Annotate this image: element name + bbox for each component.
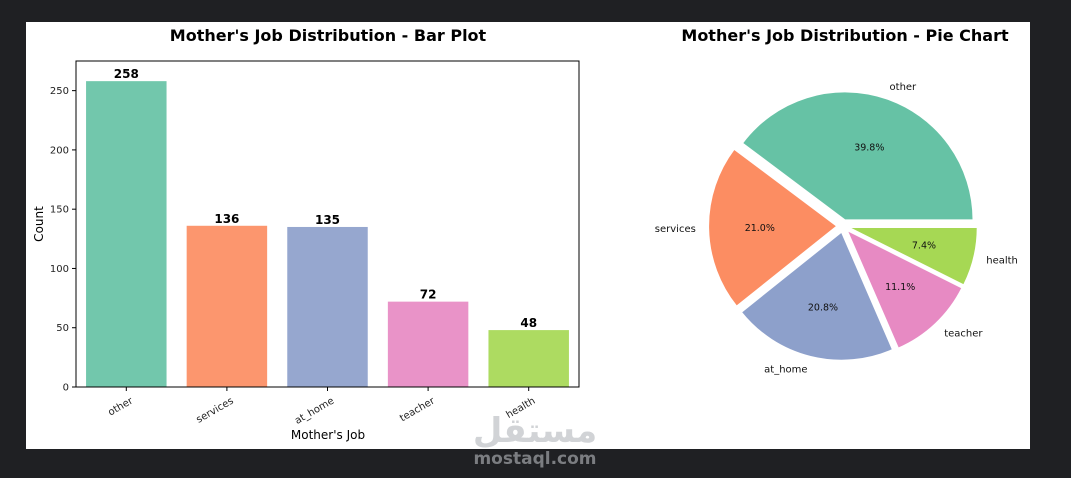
bar-value-label: 72 [420,288,437,302]
pie-wedge-health [849,226,978,286]
bar-other [86,81,167,388]
y-tick-label: 200 [50,145,69,156]
pie-percent-label: 7.4% [912,241,936,252]
pie-chart-title: Mother's Job Distribution - Pie Chart [681,26,1009,45]
plot-frame [75,60,580,388]
pie-category-label: other [890,82,918,93]
bar-chart-title: Mother's Job Distribution - Bar Plot [170,26,487,45]
bar-health [488,330,569,387]
y-axis-ticks: 0 50 100 150 200 250 [50,86,76,394]
y-tick-label: 150 [50,205,69,216]
pie-wedge-teacher [846,229,963,349]
pie-chart: Mother's Job Distribution - Pie Chart ot… [655,26,1018,375]
x-tick-label: services [195,396,236,426]
watermark-latin: mostaql.com [473,449,596,469]
bar-value-label: 135 [315,213,340,227]
bar-services [186,225,268,387]
bar-value-label: 48 [520,316,537,330]
y-tick-label: 250 [50,86,69,97]
bar-value-label: 136 [214,212,239,226]
pie-percent-label: 21.0% [745,223,775,234]
figure-canvas: Mother's Job Distribution - Bar Plot 258… [32,26,1018,442]
bar-at_home [287,226,368,387]
figure: Mother's Job Distribution - Bar Plot 258… [26,22,1030,449]
pie-wedges [708,91,978,361]
pie-category-label: at_home [764,364,807,375]
y-tick-label: 100 [50,264,69,275]
pie-category-label: health [986,255,1018,266]
pie-wedge-at_home [740,231,894,361]
pie-labels: other 39.8% services 21.0% at_home 20.8% teach… [655,82,1018,376]
pie-category-label: services [655,224,696,235]
x-tick-label: teacher [398,395,437,424]
x-axis-label: Mother's Job [291,428,365,442]
bar-series: 258 136 135 72 48 [86,67,569,388]
y-tick-label: 0 [63,383,69,394]
pie-wedge-services [708,148,838,307]
y-tick-label: 50 [56,323,69,334]
bar-teacher [387,301,469,387]
x-tick-label: at_home [293,396,336,427]
y-axis-label: Count [32,206,46,242]
pie-wedge-other [741,91,974,221]
x-tick-label: other [106,395,135,418]
pie-percent-label: 11.1% [885,282,915,293]
pie-percent-label: 39.8% [854,143,884,154]
pie-percent-label: 20.8% [808,302,838,313]
watermark-arabic: مستقل [473,411,597,451]
bar-chart: Mother's Job Distribution - Bar Plot 258… [32,26,580,442]
pie-category-label: teacher [944,328,983,339]
watermark: مستقل mostaql.com [473,411,597,469]
bar-value-label: 258 [114,67,139,81]
